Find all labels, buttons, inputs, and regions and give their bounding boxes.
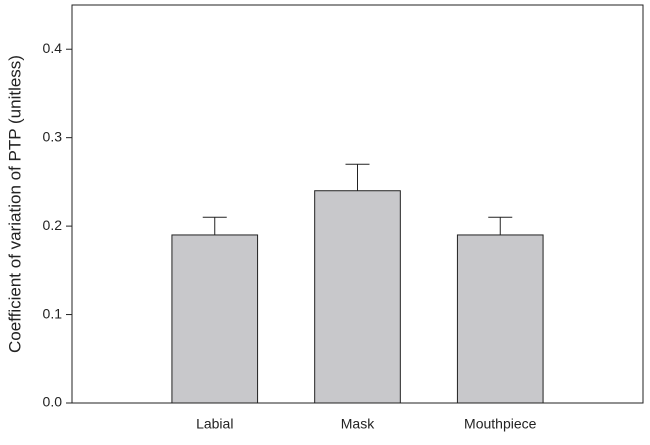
x-tick-label: Labial bbox=[196, 416, 233, 432]
y-tick-label: 0.3 bbox=[43, 128, 63, 144]
x-tick-label: Mouthpiece bbox=[464, 416, 537, 432]
bar bbox=[171, 234, 259, 404]
y-tick-label: 0.0 bbox=[43, 394, 63, 410]
bar bbox=[456, 234, 544, 404]
bar bbox=[314, 190, 401, 404]
x-tick-label: Mask bbox=[341, 416, 375, 432]
y-axis-label: Coefficient of variation of PTP (unitles… bbox=[5, 55, 24, 353]
y-tick-label: 0.1 bbox=[43, 305, 63, 321]
y-tick-label: 0.4 bbox=[43, 40, 63, 56]
y-tick-label: 0.2 bbox=[43, 217, 63, 233]
